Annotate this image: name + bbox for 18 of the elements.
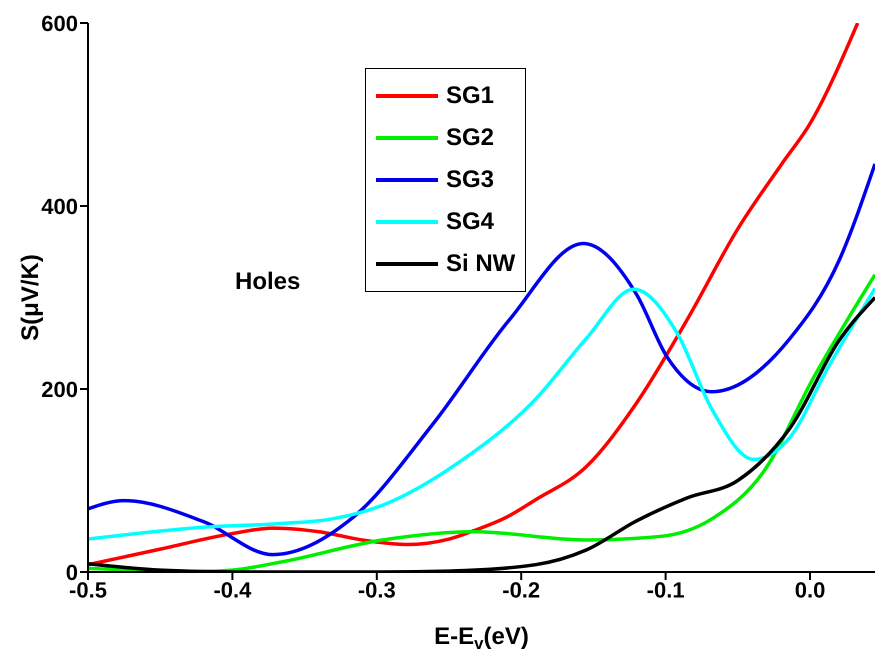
- x-tick-label: -0.2: [502, 578, 540, 603]
- legend-label: SG3: [446, 166, 494, 194]
- y-tick-label: 400: [41, 194, 78, 219]
- x-tick-label: -0.3: [358, 578, 396, 603]
- annotation: Holes: [235, 268, 300, 296]
- legend-label: SG4: [446, 208, 494, 236]
- x-tick-label: -0.4: [213, 578, 252, 603]
- line-series: [88, 162, 875, 556]
- y-tick-label: 200: [41, 376, 78, 402]
- y-axis-title: S(μV/K): [17, 254, 44, 341]
- legend-label: Si NW: [446, 250, 516, 278]
- line-series: [88, 23, 860, 566]
- x-tick-label: -0.1: [646, 578, 685, 603]
- legend-label: SG2: [446, 124, 494, 152]
- y-tick-label: 600: [41, 10, 78, 36]
- x-axis-title: E-E$_{v}$(eV): [434, 623, 529, 654]
- legend-label: SG1: [446, 82, 494, 110]
- x-tick-label: 0.0: [794, 578, 826, 603]
